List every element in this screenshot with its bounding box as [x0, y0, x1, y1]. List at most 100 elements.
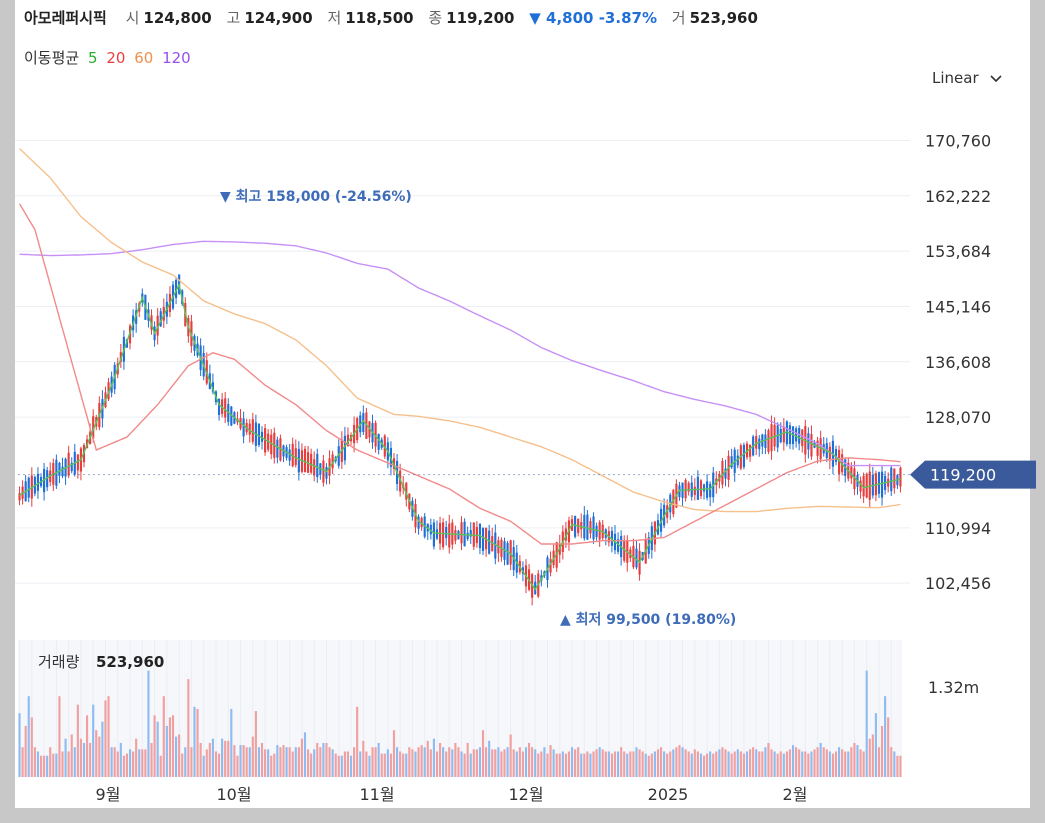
- candle-body: [693, 486, 696, 496]
- candle-body: [291, 443, 294, 467]
- volume-bar: [558, 753, 561, 777]
- volume-bar: [896, 755, 899, 777]
- volume-bar: [659, 747, 663, 777]
- volume-bar: [552, 749, 555, 777]
- volume-bar: [635, 747, 638, 777]
- candle-body: [592, 516, 595, 540]
- volume-bar: [316, 742, 319, 777]
- volume-bar: [368, 755, 371, 777]
- volume-bar: [306, 749, 310, 777]
- candle-body: [488, 530, 491, 554]
- candle-body: [850, 466, 853, 479]
- candle-body: [767, 430, 770, 452]
- volume-bar: [159, 755, 162, 777]
- candle-body: [862, 475, 865, 497]
- volume-bar: [132, 751, 135, 777]
- candle-body: [251, 419, 254, 442]
- ma-60-label[interactable]: 60: [134, 49, 154, 67]
- candle-body: [454, 530, 457, 541]
- candle-body: [764, 434, 767, 448]
- volume-bar: [267, 749, 270, 777]
- volume-bar: [445, 751, 448, 777]
- volume-bar: [770, 749, 773, 777]
- volume-bar: [334, 753, 337, 777]
- volume-bar: [429, 749, 432, 777]
- volume-bar: [583, 753, 586, 777]
- volume-bar: [365, 751, 368, 777]
- candle-body: [36, 473, 40, 491]
- volume-bar: [463, 753, 466, 777]
- volume-bar: [104, 700, 107, 777]
- volume-bar: [260, 742, 264, 777]
- candle-body: [736, 455, 739, 466]
- candle-body: [564, 528, 567, 541]
- volume-bar: [187, 679, 190, 777]
- volume-bar: [67, 751, 70, 777]
- volume-bar: [92, 704, 95, 777]
- volume-bar: [319, 747, 322, 777]
- x-tick-label: 2월: [783, 785, 808, 804]
- volume-bar: [282, 745, 285, 777]
- candle-body: [325, 467, 328, 479]
- candle-body: [617, 539, 620, 552]
- volume-bar: [242, 745, 245, 777]
- volume-bar: [442, 747, 445, 777]
- candle-body: [224, 398, 227, 418]
- volume-bar: [748, 749, 752, 777]
- candle-body: [828, 446, 831, 461]
- volume-bar: [733, 751, 736, 777]
- volume-bar: [432, 738, 435, 777]
- candle-body: [788, 425, 792, 444]
- volume-bar: [859, 749, 862, 777]
- volume-bar: [478, 747, 482, 777]
- candle-body: [417, 516, 420, 529]
- volume-bar: [669, 751, 672, 777]
- volume-bar: [488, 740, 491, 777]
- candle-body: [316, 453, 319, 478]
- volume-bar: [706, 753, 709, 777]
- candle-body: [899, 467, 902, 487]
- candle-body: [303, 448, 307, 473]
- candle-body: [776, 425, 779, 448]
- volume-bar: [509, 734, 512, 777]
- candle-body: [687, 482, 690, 492]
- y-tick-label: 145,146: [925, 297, 991, 316]
- candle-body: [721, 460, 724, 485]
- ma-5-label[interactable]: 5: [87, 49, 98, 67]
- volume-bar: [755, 749, 758, 777]
- current-price-tag: [910, 460, 1036, 489]
- volume-bar: [831, 753, 835, 777]
- candle-body: [211, 382, 214, 392]
- volume-bar: [598, 747, 601, 777]
- volume-value: 523,960: [689, 9, 758, 27]
- ma-20-label[interactable]: 20: [106, 49, 126, 67]
- volume-bar: [297, 747, 300, 777]
- volume-bar: [288, 747, 291, 777]
- volume-bar: [184, 747, 187, 777]
- volume-bar: [767, 742, 770, 777]
- candle-body: [58, 462, 61, 476]
- scale-selector[interactable]: Linear: [932, 69, 1003, 87]
- volume-bar: [349, 755, 353, 777]
- candle-body: [893, 468, 896, 489]
- volume-bar: [721, 747, 724, 777]
- volume-bar: [43, 755, 46, 777]
- volume-bar: [696, 751, 699, 777]
- volume-bar: [85, 715, 89, 777]
- volume-bar: [549, 745, 552, 777]
- volume-bar: [383, 753, 386, 777]
- volume-bar: [190, 747, 193, 777]
- moving-average-legend[interactable]: 이동평균 5 20 60 120: [24, 47, 195, 68]
- candle-body: [156, 315, 159, 336]
- volume-bar: [699, 753, 703, 777]
- volume-bar: [254, 711, 257, 777]
- volume-bar: [221, 738, 224, 777]
- volume-bar: [675, 747, 678, 777]
- volume-bar: [285, 747, 288, 777]
- volume-bar: [687, 751, 690, 777]
- ma-120-label[interactable]: 120: [162, 49, 191, 67]
- volume-bar: [224, 740, 227, 777]
- candle-body: [383, 435, 386, 457]
- volume-bar: [653, 751, 656, 777]
